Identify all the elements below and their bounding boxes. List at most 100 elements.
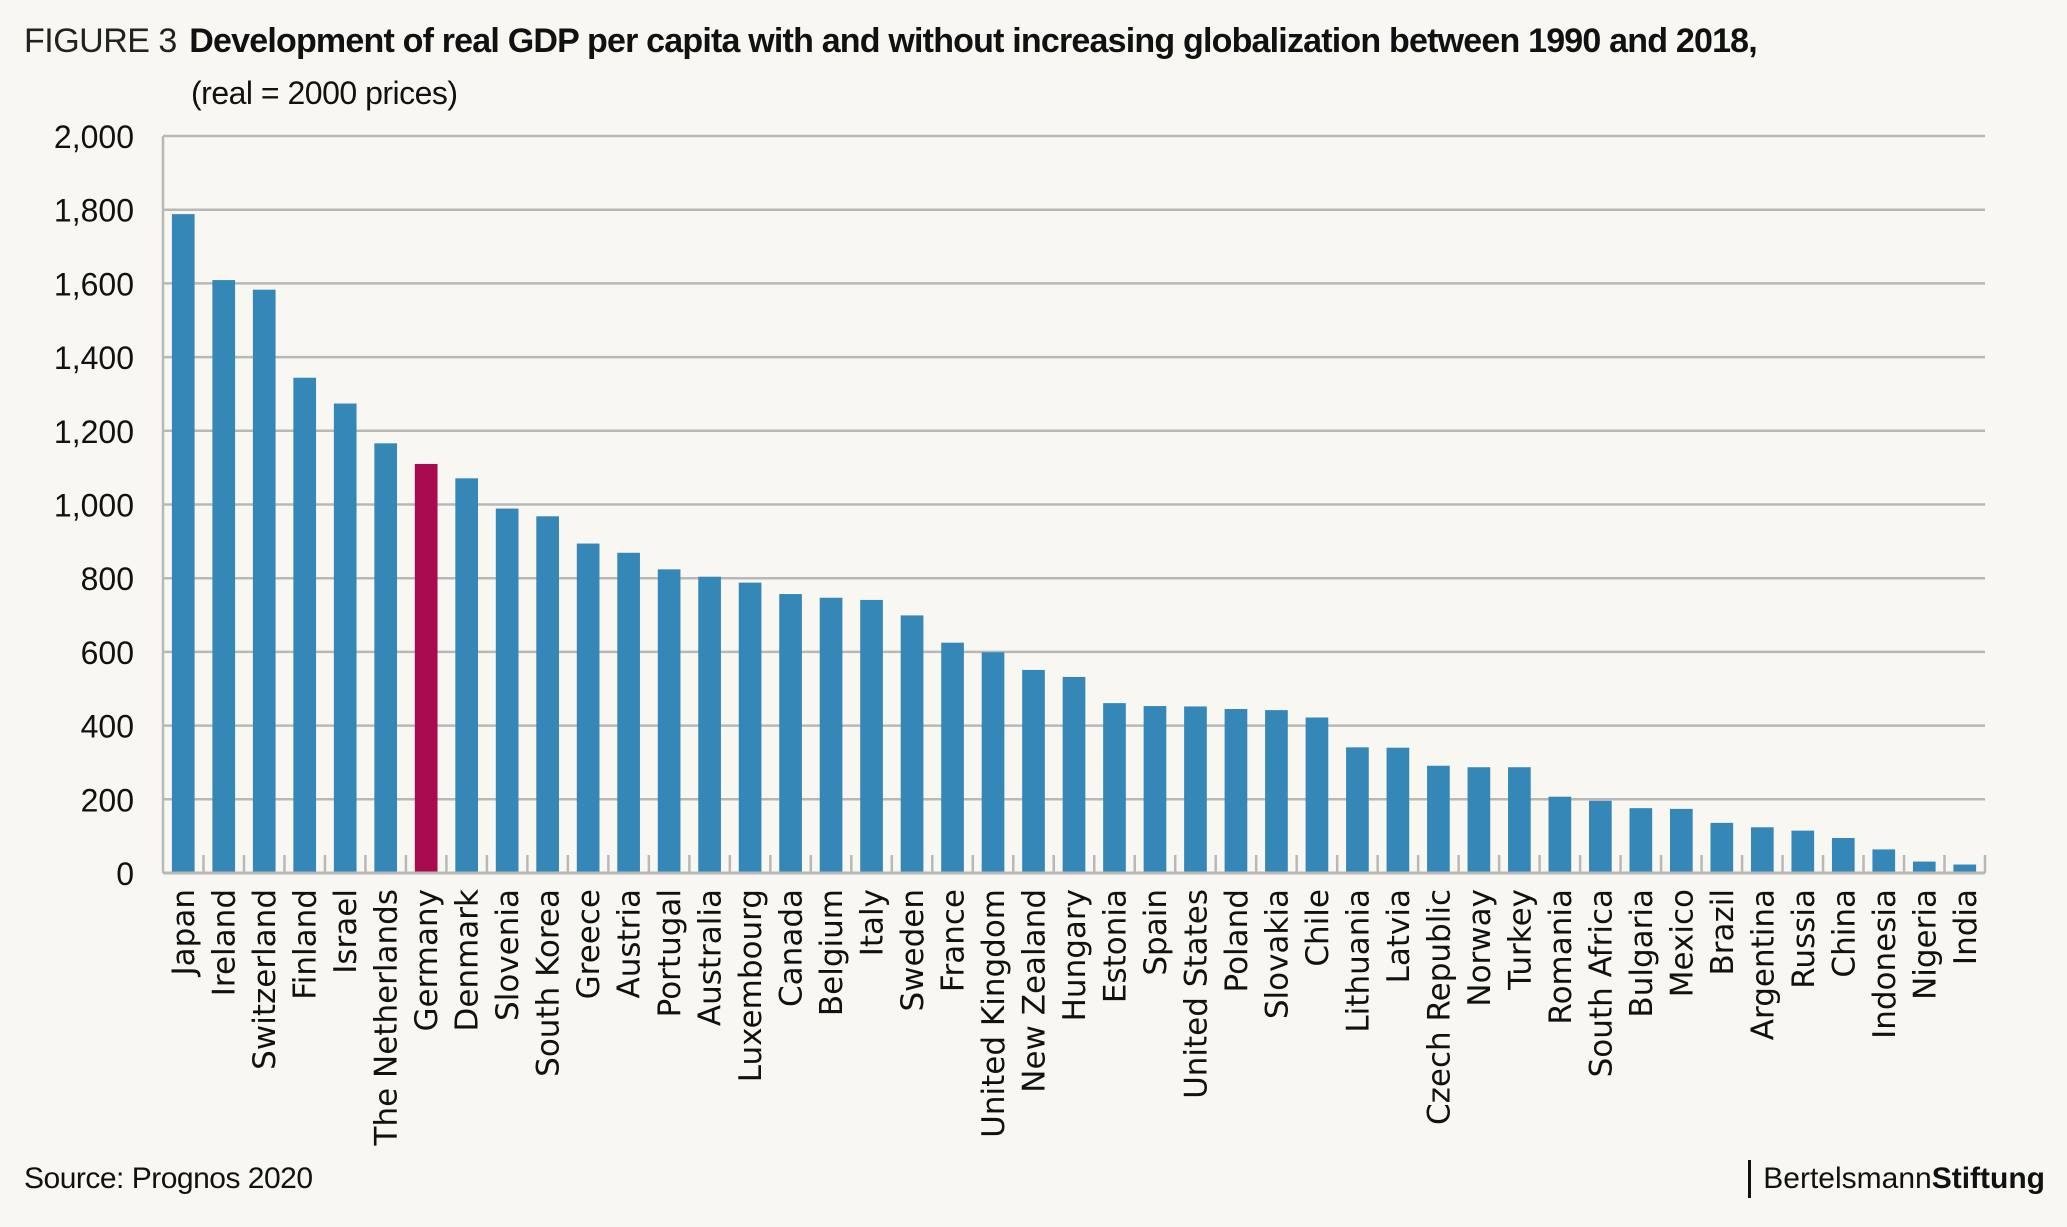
x-tick-label: Argentina xyxy=(1745,889,1781,1040)
x-tick-label: Germany xyxy=(409,889,445,1031)
bar xyxy=(414,463,438,873)
bar xyxy=(941,642,964,873)
bar xyxy=(1589,800,1612,873)
bar xyxy=(1143,706,1167,873)
x-tick-label: Turkey xyxy=(1502,889,1538,991)
bar xyxy=(1427,765,1450,873)
figure-label: FIGURE 3 xyxy=(24,22,177,60)
bar xyxy=(1791,830,1815,873)
x-tick-label: Nigeria xyxy=(1907,889,1943,1000)
bar xyxy=(1548,796,1572,873)
bar xyxy=(819,597,843,873)
x-tick-label: Canada xyxy=(774,889,810,1007)
bar xyxy=(1346,747,1369,873)
y-tick-label: 1,200 xyxy=(54,414,134,450)
x-tick-label: Brazil xyxy=(1705,889,1741,976)
bar xyxy=(1710,822,1734,873)
bar xyxy=(252,289,276,873)
y-tick-label: 1,600 xyxy=(54,266,134,302)
x-tick-label: Switzerland xyxy=(247,889,283,1070)
chart-title: Development of real GDP per capita with … xyxy=(189,22,1757,60)
x-tick-label: China xyxy=(1826,889,1862,978)
bar xyxy=(698,576,721,873)
bar xyxy=(455,478,479,873)
source-note: Source: Prognos 2020 xyxy=(24,1162,313,1195)
bar xyxy=(860,599,883,873)
bar xyxy=(1103,703,1126,873)
x-tick-label: Portugal xyxy=(652,889,688,1017)
y-tick-label: 0 xyxy=(116,856,134,892)
bar xyxy=(657,569,681,873)
bar xyxy=(1629,808,1653,873)
x-tick-label: Indonesia xyxy=(1867,889,1903,1039)
bar xyxy=(1184,706,1207,873)
x-tick-label: The Netherlands xyxy=(369,889,405,1146)
x-tick-label: Mexico xyxy=(1664,889,1700,997)
brand-name-bold: Stiftung xyxy=(1931,1162,2045,1195)
x-tick-label: Spain xyxy=(1138,889,1174,976)
x-tick-label: Latvia xyxy=(1381,889,1417,983)
bar xyxy=(1386,747,1410,873)
y-tick-label: 400 xyxy=(81,709,134,745)
brand-divider xyxy=(1748,1160,1752,1198)
y-axis-ticks: 0 200 400 600 800 1,000 1,200 1,400 1,600 1,800 2,… xyxy=(54,119,134,892)
x-tick-label: Slovenia xyxy=(490,889,526,1021)
bar xyxy=(900,615,924,873)
x-tick-label: India xyxy=(1948,889,1984,965)
x-tick-label: Lithuania xyxy=(1340,889,1376,1033)
y-tick-label: 1,800 xyxy=(54,193,134,229)
bars xyxy=(171,214,1977,873)
x-tick-label: Belgium xyxy=(814,889,850,1016)
x-tick-label: Estonia xyxy=(1097,889,1133,1003)
bar xyxy=(495,508,519,873)
bar xyxy=(738,582,762,873)
bar xyxy=(981,652,1005,873)
x-tick-label: Austria xyxy=(612,889,648,999)
y-tick-label: 600 xyxy=(81,635,134,671)
bar xyxy=(1265,710,1288,873)
x-tick-label: United Kingdom xyxy=(976,889,1012,1138)
chart-title-row: FIGURE 3 Development of real GDP per cap… xyxy=(24,22,1758,61)
x-tick-label: Italy xyxy=(855,889,891,956)
x-tick-label: Russia xyxy=(1786,889,1822,989)
x-tick-label: Norway xyxy=(1462,889,1498,1007)
x-tick-label: United States xyxy=(1178,889,1214,1099)
x-tick-label: Israel xyxy=(328,889,364,974)
bar xyxy=(1831,837,1855,873)
x-tick-label: South Korea xyxy=(531,889,567,1077)
x-tick-label: Hungary xyxy=(1057,889,1093,1021)
y-tick-label: 800 xyxy=(81,561,134,597)
bar xyxy=(536,516,559,873)
x-tick-label: Bulgaria xyxy=(1624,889,1660,1018)
x-axis-labels: Japan Ireland Switzerland Finland Israel The … xyxy=(166,889,1984,1147)
bar xyxy=(576,543,600,873)
x-tick-label: Czech Republic xyxy=(1421,889,1457,1125)
bar xyxy=(374,443,398,873)
bar xyxy=(171,214,195,873)
y-tick-label: 2,000 xyxy=(54,119,134,155)
bar xyxy=(293,377,317,873)
chart-subtitle: (real = 2000 prices) xyxy=(191,75,458,111)
x-tick-label: Chile xyxy=(1300,889,1336,967)
x-tick-label: Australia xyxy=(693,889,729,1026)
x-tick-label: Japan xyxy=(166,889,202,977)
brand-name-regular: Bertelsmann xyxy=(1763,1162,1932,1195)
bar xyxy=(212,280,236,873)
x-tick-label: South Africa xyxy=(1583,889,1619,1077)
x-tick-label: Ireland xyxy=(207,889,243,996)
x-tick-label: Greece xyxy=(571,889,607,999)
x-axis-ticks xyxy=(163,855,1987,875)
x-tick-label: France xyxy=(936,889,972,992)
bar xyxy=(1912,861,1936,873)
x-tick-label: Denmark xyxy=(450,889,486,1032)
bar xyxy=(1872,849,1896,873)
bar xyxy=(617,552,640,873)
x-tick-label: Romania xyxy=(1543,889,1579,1025)
y-tick-label: 200 xyxy=(81,782,134,818)
bar xyxy=(1022,669,1045,873)
bar xyxy=(1953,864,1977,873)
bar xyxy=(1750,827,1774,873)
brand-logo: Bertelsmann Stiftung xyxy=(1748,1160,2045,1198)
bar xyxy=(1508,767,1531,873)
